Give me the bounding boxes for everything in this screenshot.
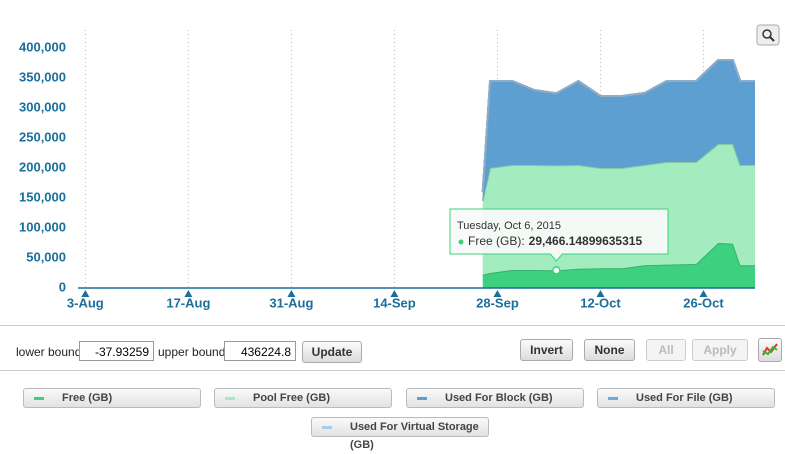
legend-item[interactable]: Used For Block (GB) <box>406 388 584 408</box>
x-tick-label: 12-Oct <box>580 295 621 310</box>
x-tick-mark <box>596 290 605 297</box>
legend-item[interactable]: Used For File (GB) <box>597 388 775 408</box>
apply-button[interactable]: Apply <box>692 339 748 361</box>
update-button[interactable]: Update <box>302 341 362 363</box>
area <box>482 60 755 201</box>
y-tick-label: 250,000 <box>19 129 66 144</box>
legend-item[interactable]: Used For Virtual Storage (GB) <box>311 417 489 451</box>
upper-input[interactable]: 436224.8 <box>224 341 296 361</box>
y-tick-label: 0 <box>59 279 66 294</box>
x-tick-label: 17-Aug <box>166 295 210 310</box>
upper-label: upper bound: <box>158 345 229 359</box>
y-tick-label: 300,000 <box>19 99 66 114</box>
tooltip-dot <box>458 239 464 245</box>
zoom-button[interactable] <box>756 24 780 46</box>
lower-input[interactable]: -37.93259 <box>79 341 154 361</box>
x-tick-label: 31-Aug <box>269 295 313 310</box>
legend-swatch <box>417 397 427 400</box>
legend-label: Used For File (GB) <box>636 392 733 404</box>
tooltip-label: Free (GB): 29,466.14899635315 <box>468 234 642 248</box>
legend-swatch <box>608 397 618 400</box>
chart-type-icon <box>762 343 778 356</box>
x-tick-label: 3-Aug <box>67 295 104 310</box>
tooltip: Tuesday, Oct 6, 2015 Free (GB): 29,466.148… <box>449 208 669 262</box>
legend-label: Used For Block (GB) <box>445 392 553 404</box>
x-tick-mark <box>390 290 399 297</box>
separator <box>0 325 785 326</box>
y-tick-label: 350,000 <box>19 69 66 84</box>
legend-swatch <box>34 397 44 400</box>
legend-item[interactable]: Free (GB) <box>23 388 201 408</box>
legend-swatch <box>322 426 332 429</box>
x-tick-label: 26-Oct <box>683 295 724 310</box>
chart-type-button[interactable] <box>758 338 782 362</box>
x-tick-mark <box>184 290 193 297</box>
zoom-icon <box>769 36 775 42</box>
x-tick-label: 14-Sep <box>373 295 416 310</box>
tooltip-title: Tuesday, Oct 6, 2015 <box>457 220 561 232</box>
x-tick-mark <box>493 290 502 297</box>
y-tick-label: 200,000 <box>19 159 66 174</box>
lower-label: lower bound: <box>16 345 85 359</box>
y-tick-label: 50,000 <box>26 249 66 264</box>
tooltip-value: 29,466.14899635315 <box>529 234 643 248</box>
all-button[interactable]: All <box>646 339 686 361</box>
legend-item[interactable]: Pool Free (GB) <box>214 388 392 408</box>
legend-label: Used For Virtual Storage (GB) <box>350 421 479 451</box>
hover-point <box>552 266 561 275</box>
invert-button[interactable]: Invert <box>520 339 573 361</box>
legend-label: Pool Free (GB) <box>253 392 331 404</box>
x-tick-mark <box>81 290 90 297</box>
tooltip-series: Free (GB): <box>468 234 525 248</box>
area-edge <box>481 59 755 193</box>
separator <box>0 370 785 371</box>
zoom-icon <box>762 29 772 39</box>
legend-label: Free (GB) <box>62 392 113 404</box>
tooltip-box <box>449 208 669 262</box>
x-tick-label: 28-Sep <box>476 295 519 310</box>
x-tick-mark <box>287 290 296 297</box>
area <box>482 243 755 288</box>
legend-swatch <box>225 397 235 400</box>
y-tick-label: 400,000 <box>19 39 66 54</box>
y-tick-label: 150,000 <box>19 189 66 204</box>
chart: 3-Aug 17-Aug 31-Aug 14-Sep 28-Sep 12-Oct 26-Oc… <box>19 24 780 310</box>
x-tick-mark <box>699 290 708 297</box>
none-button[interactable]: None <box>584 339 635 361</box>
y-tick-label: 100,000 <box>19 219 66 234</box>
